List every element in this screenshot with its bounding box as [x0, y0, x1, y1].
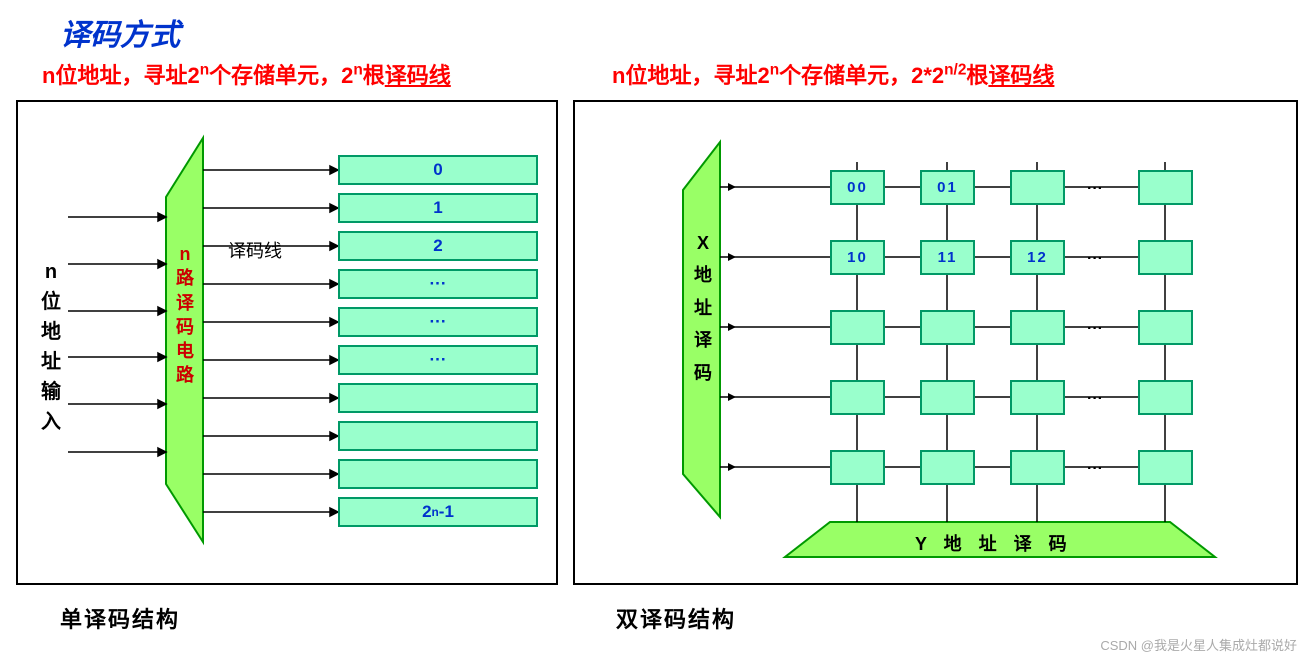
cell-0: 0: [338, 155, 538, 185]
grid-cell: [1010, 450, 1065, 485]
decoder-label: n 路 译 码 电 路: [174, 242, 196, 388]
right-panel: X 地 址 译 码 Y 地 址 译 码 00 01 ··· 10 11 12 ·…: [573, 100, 1298, 585]
cell-7: [338, 421, 538, 451]
text: n位地址，寻址2: [42, 63, 200, 88]
sup: n: [200, 62, 209, 79]
c: 址: [694, 298, 712, 318]
right-caption: 双译码结构: [616, 602, 736, 634]
text-underline: 译码线: [988, 63, 1054, 88]
grid-cell: [1010, 380, 1065, 415]
grid-cell: [1138, 310, 1193, 345]
t: -1: [439, 502, 454, 522]
cell-5: ···: [338, 345, 538, 375]
c: 路: [176, 268, 194, 288]
cell-8: [338, 459, 538, 489]
grid-cell: [1138, 170, 1193, 205]
grid-cell: [1138, 240, 1193, 275]
sup: n: [353, 62, 362, 79]
right-subtitle: n位地址，寻址2n个存储单元，2*2n/2根译码线: [612, 58, 1054, 90]
text: 个存储单元，2*2: [779, 63, 944, 88]
x-decoder-label: X 地 址 译 码: [692, 227, 714, 389]
dots: ···: [1087, 390, 1103, 408]
grid-cell: 10: [830, 240, 885, 275]
c: 译: [176, 293, 194, 313]
cell-1: 1: [338, 193, 538, 223]
grid-cell: [920, 310, 975, 345]
t: 2: [422, 502, 431, 522]
c: 译: [694, 330, 712, 350]
cell-6: [338, 383, 538, 413]
left-caption: 单译码结构: [60, 602, 180, 634]
c: 地: [694, 265, 712, 285]
text: 根: [363, 63, 385, 88]
c: 电: [176, 341, 194, 361]
c: X: [697, 233, 709, 253]
dots: ···: [1087, 460, 1103, 478]
c: n: [180, 244, 191, 264]
grid-cell: [1010, 170, 1065, 205]
c: 码: [694, 363, 712, 383]
text: 个存储单元，2: [209, 63, 353, 88]
decode-line-label: 译码线: [228, 237, 282, 263]
dots: ···: [1087, 180, 1103, 198]
grid-cell: 01: [920, 170, 975, 205]
grid-cell: [920, 380, 975, 415]
grid-cell: [830, 310, 885, 345]
grid-cell: [830, 450, 885, 485]
text: 根: [966, 63, 988, 88]
dots: ···: [1087, 320, 1103, 338]
cell-4: ···: [338, 307, 538, 337]
watermark: CSDN @我是火星人集成灶都说好: [1100, 635, 1297, 654]
grid-cell: [1138, 450, 1193, 485]
text: n位地址，寻址2: [612, 63, 770, 88]
left-panel: n 位 地 址 输 入: [16, 100, 558, 585]
c: 路: [176, 365, 194, 385]
cell-2: 2: [338, 231, 538, 261]
cell-3: ···: [338, 269, 538, 299]
cell-last: 2n-1: [338, 497, 538, 527]
grid-cell: [920, 450, 975, 485]
dots: ···: [1087, 250, 1103, 268]
grid-cell: 00: [830, 170, 885, 205]
grid-cell: 11: [920, 240, 975, 275]
c: 码: [176, 317, 194, 337]
text-underline: 译码线: [385, 63, 451, 88]
y-decoder-label: Y 地 址 译 码: [915, 530, 1073, 556]
grid-cell: [1010, 310, 1065, 345]
grid-cell: [830, 380, 885, 415]
sup: n: [770, 62, 779, 79]
left-subtitle: n位地址，寻址2n个存储单元，2n根译码线: [42, 58, 451, 90]
sup: n: [432, 505, 439, 519]
page-title: 译码方式: [60, 10, 180, 54]
grid-cell: [1138, 380, 1193, 415]
grid-cell: 12: [1010, 240, 1065, 275]
sup: n/2: [944, 62, 966, 79]
